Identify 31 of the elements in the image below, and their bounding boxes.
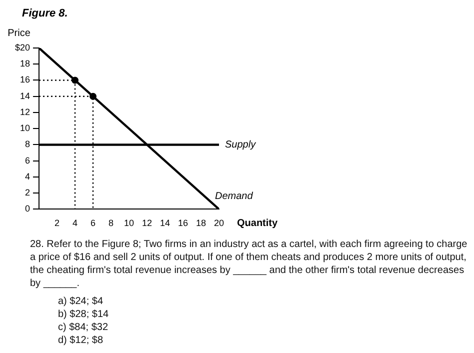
text: 28. Refer to the Figure 8; Two firms in an industry act as a cartel, with each firm agreeing to charge a price of $16 and sell 2 units of output. If one of them cheats and produces 2 more units of output, the cheating firm's total revenue increases by ______ and the other firm's total revenue decreases by ______.	[30, 238, 468, 290]
x-tick-label: 6	[90, 218, 96, 228]
y-tick-label: 16	[20, 74, 30, 85]
text: d) $12; $8	[58, 334, 104, 347]
x-tick-label: 12	[142, 218, 152, 228]
y-tick-label: $20	[14, 42, 30, 52]
x-tick-label: 20	[214, 218, 224, 228]
y-tick-label: 6	[25, 155, 30, 166]
y-tick-label: 18	[20, 58, 30, 69]
x-tick-label: 10	[124, 218, 134, 228]
x-tick-label: 18	[196, 218, 206, 228]
y-tick-label: 14	[20, 90, 30, 101]
x-axis-title: Quantity	[237, 218, 278, 229]
y-tick-label: 8	[25, 139, 30, 150]
x-tick-label: 8	[108, 218, 114, 228]
text: a) $24; $4	[58, 295, 104, 308]
y-tick-label: 12	[20, 106, 30, 117]
text: b) $28; $14	[58, 308, 110, 321]
chart-title: Figure 8.	[22, 8, 68, 20]
x-tick-label: 4	[72, 218, 78, 228]
x-tick-label: 2	[54, 218, 60, 228]
y-axis-title: Price	[8, 28, 31, 39]
x-tick-label: 14	[160, 218, 170, 228]
y-tick-label: 10	[20, 123, 30, 134]
y-tick-label: 2	[25, 188, 30, 198]
series-label: Demand	[215, 190, 254, 202]
y-tick-label: 0	[25, 204, 30, 214]
y-tick-label: 4	[25, 171, 30, 182]
x-tick-label: 16	[178, 218, 188, 228]
text: c) $84; $32	[58, 321, 110, 334]
series-label: Supply	[225, 140, 257, 150]
